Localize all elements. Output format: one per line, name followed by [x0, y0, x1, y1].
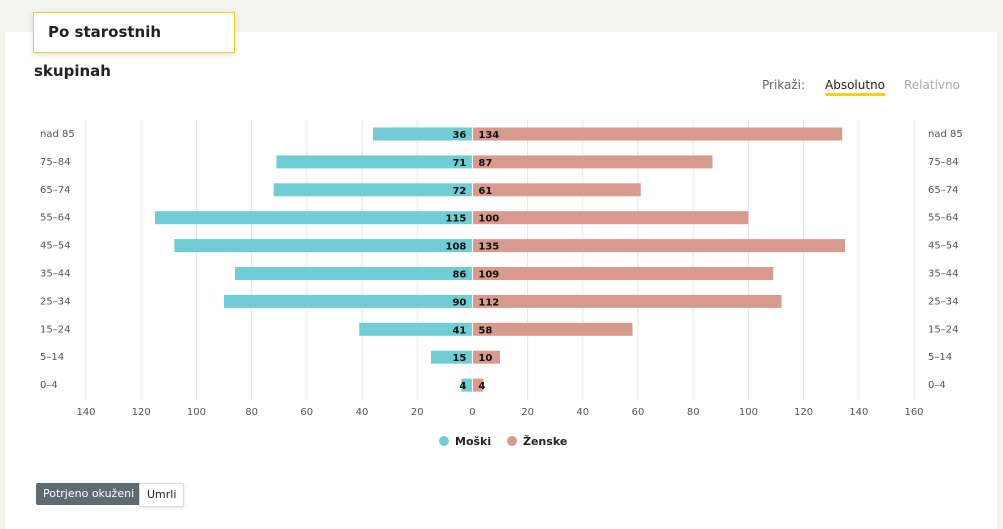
data-label: 15 [452, 353, 466, 364]
bar [224, 294, 473, 308]
section-title: Po starostnih skupinah [33, 12, 235, 80]
bar [472, 211, 749, 225]
y-tick-label: 5–14 [40, 352, 64, 363]
data-label: 72 [452, 186, 466, 197]
x-tick-label: 140 [849, 407, 868, 418]
toggle-option[interactable]: Relativno [904, 78, 960, 92]
y-tick-label: nad 85 [40, 129, 75, 140]
x-tick-label: 20 [411, 407, 424, 418]
bar [359, 322, 473, 336]
y-tick-label: 15–24 [40, 324, 70, 335]
legend-label: Ženske [523, 435, 567, 448]
x-tick-label: 60 [632, 407, 645, 418]
x-tick-label: 100 [187, 407, 206, 418]
bar [273, 183, 473, 197]
x-tick-label: 120 [132, 407, 151, 418]
y-tick-label: nad 85 [928, 129, 963, 140]
y-tick-label: 5–14 [928, 352, 952, 363]
button[interactable]: Potrjeno okuženi [36, 483, 142, 505]
bar [472, 378, 484, 392]
y-tick-label: 55–64 [40, 213, 70, 224]
data-label: 100 [478, 214, 499, 225]
data-label: 86 [452, 270, 466, 281]
bar [235, 267, 473, 280]
y-tick-label: 15–24 [928, 324, 958, 335]
data-label: 135 [478, 242, 499, 253]
x-tick-label: 120 [794, 407, 813, 418]
bar [472, 127, 843, 141]
x-tick-label: 80 [245, 407, 258, 418]
y-tick-label: 75–84 [928, 157, 958, 168]
y-tick-label: 75–84 [40, 157, 70, 168]
bar [472, 239, 845, 253]
x-tick-label: 20 [521, 407, 534, 418]
data-label: 4 [459, 381, 466, 392]
data-label: 90 [452, 297, 466, 308]
x-tick-label: 100 [739, 407, 758, 418]
data-label: 10 [478, 353, 492, 364]
bar [276, 155, 473, 169]
toggle-option[interactable]: Absolutno [825, 78, 886, 96]
y-tick-label: 25–34 [40, 296, 70, 307]
x-tick-label: 40 [576, 407, 589, 418]
data-label: 134 [478, 130, 499, 141]
toggle-label: Prikaži: [762, 78, 806, 92]
legend-marker [507, 436, 517, 446]
bar [431, 350, 473, 364]
bar [155, 211, 473, 225]
data-label: 109 [478, 270, 499, 281]
data-label: 58 [478, 325, 492, 336]
bar [461, 378, 473, 392]
bar [174, 239, 473, 253]
y-tick-label: 25–34 [928, 296, 958, 307]
x-tick-label: 80 [687, 407, 700, 418]
bar [472, 183, 641, 197]
y-tick-label: 0–4 [40, 380, 58, 391]
bar [472, 350, 500, 364]
y-tick-label: 45–54 [40, 241, 70, 252]
bar [472, 322, 633, 336]
button[interactable]: Umrli [139, 483, 185, 507]
data-label: 36 [452, 130, 466, 141]
y-tick-label: 65–74 [40, 185, 70, 196]
y-tick-label: 35–44 [928, 269, 958, 280]
data-label: 41 [452, 325, 466, 336]
y-tick-label: 45–54 [928, 241, 958, 252]
data-label: 108 [446, 242, 467, 253]
x-tick-label: 0 [469, 407, 475, 418]
y-tick-label: 65–74 [928, 185, 958, 196]
x-tick-label: 60 [300, 407, 313, 418]
legend-label: Moški [455, 435, 491, 448]
legend-marker [439, 436, 449, 446]
data-label: 115 [446, 214, 467, 225]
bar [472, 155, 713, 169]
x-tick-label: 140 [76, 407, 95, 418]
x-tick-label: 40 [356, 407, 369, 418]
data-label: 71 [452, 158, 466, 169]
card [5, 32, 997, 529]
y-tick-label: 0–4 [928, 380, 946, 391]
data-label: 112 [478, 297, 499, 308]
y-tick-label: 55–64 [928, 213, 958, 224]
x-tick-label: 160 [904, 407, 923, 418]
bar [472, 267, 774, 280]
data-label: 87 [478, 158, 492, 169]
bar [472, 294, 782, 308]
data-label: 4 [478, 381, 485, 392]
bar [373, 127, 473, 141]
data-label: 61 [478, 186, 492, 197]
y-tick-label: 35–44 [40, 269, 70, 280]
